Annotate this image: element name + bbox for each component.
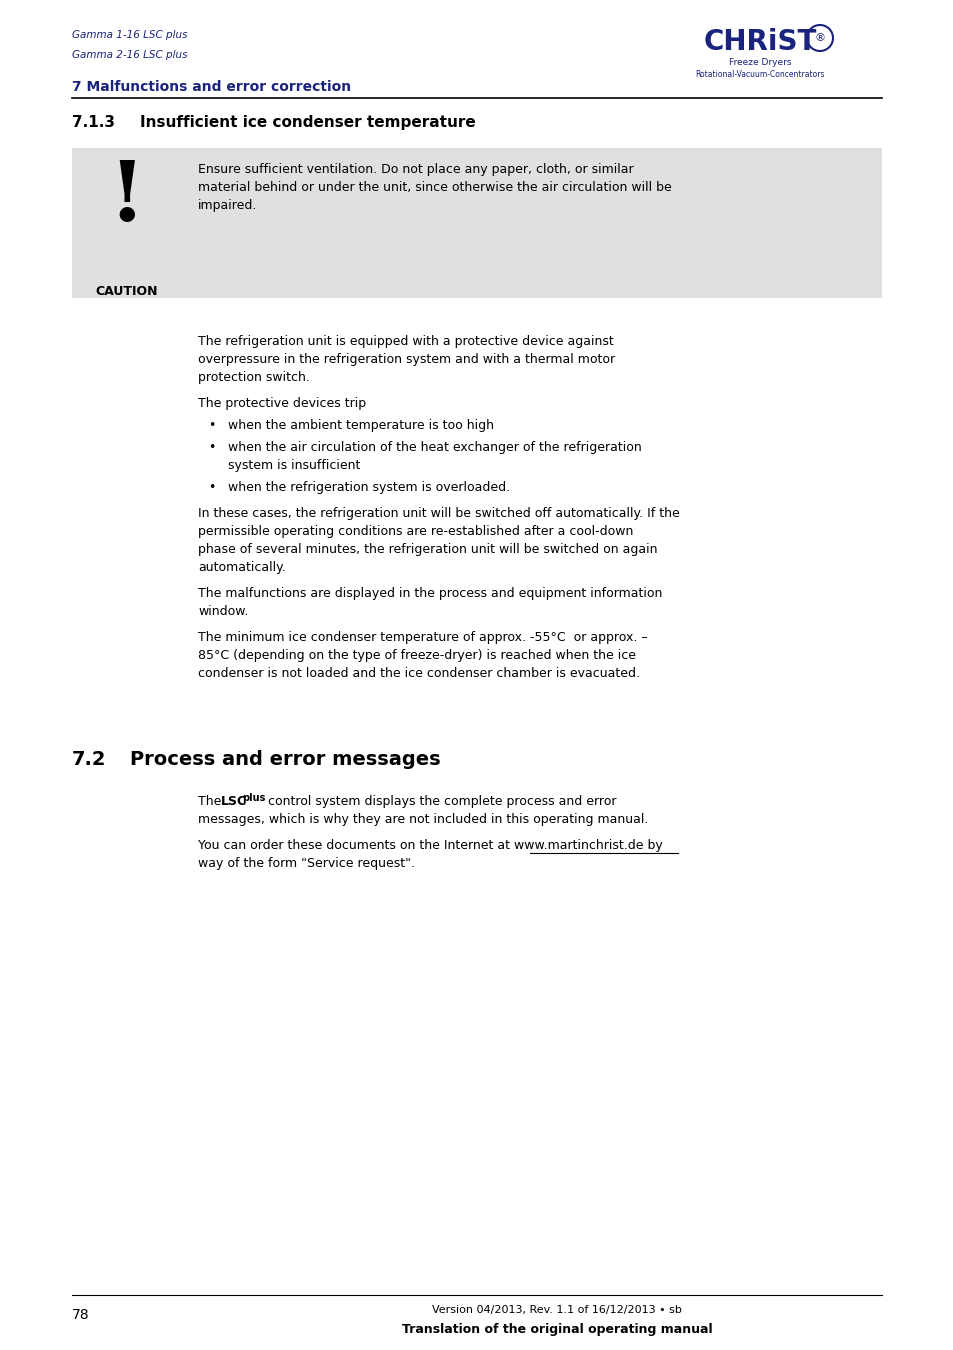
FancyBboxPatch shape	[71, 148, 882, 298]
Text: when the refrigeration system is overloaded.: when the refrigeration system is overloa…	[228, 481, 510, 494]
Text: Process and error messages: Process and error messages	[130, 751, 440, 769]
Text: The: The	[198, 795, 225, 809]
Text: In these cases, the refrigeration unit will be switched off automatically. If th: In these cases, the refrigeration unit w…	[198, 508, 679, 520]
Text: messages, which is why they are not included in this operating manual.: messages, which is why they are not incl…	[198, 813, 648, 826]
Text: control system displays the complete process and error: control system displays the complete pro…	[260, 795, 616, 809]
Text: window.: window.	[198, 605, 248, 618]
Text: automatically.: automatically.	[198, 562, 286, 574]
Text: 85°C (depending on the type of freeze-dryer) is reached when the ice: 85°C (depending on the type of freeze-dr…	[198, 649, 636, 662]
Text: •: •	[208, 441, 215, 454]
Text: 78: 78	[71, 1308, 90, 1322]
Text: •: •	[208, 481, 215, 494]
Text: overpressure in the refrigeration system and with a thermal motor: overpressure in the refrigeration system…	[198, 352, 615, 366]
Text: when the ambient temperature is too high: when the ambient temperature is too high	[228, 418, 494, 432]
Text: Freeze Dryers: Freeze Dryers	[728, 58, 790, 68]
Text: Gamma 1-16 LSC plus: Gamma 1-16 LSC plus	[71, 30, 188, 40]
Text: ®: ®	[814, 32, 824, 43]
Text: permissible operating conditions are re-established after a cool-down: permissible operating conditions are re-…	[198, 525, 633, 539]
Text: •: •	[208, 418, 215, 432]
Text: Translation of the original operating manual: Translation of the original operating ma…	[401, 1323, 712, 1336]
Text: condenser is not loaded and the ice condenser chamber is evacuated.: condenser is not loaded and the ice cond…	[198, 667, 639, 680]
Text: Insufficient ice condenser temperature: Insufficient ice condenser temperature	[140, 115, 476, 130]
Text: system is insufficient: system is insufficient	[228, 459, 360, 472]
Text: Rotational-Vacuum-Concentrators: Rotational-Vacuum-Concentrators	[695, 70, 824, 80]
Text: phase of several minutes, the refrigeration unit will be switched on again: phase of several minutes, the refrigerat…	[198, 543, 657, 556]
Text: plus: plus	[242, 792, 265, 803]
Text: Version 04/2013, Rev. 1.1 of 16/12/2013 • sb: Version 04/2013, Rev. 1.1 of 16/12/2013 …	[432, 1305, 681, 1315]
Text: CHRiST: CHRiST	[702, 28, 816, 55]
Text: You can order these documents on the Internet at www.martinchrist.de by: You can order these documents on the Int…	[198, 838, 662, 852]
Text: protection switch.: protection switch.	[198, 371, 310, 383]
Text: The protective devices trip: The protective devices trip	[198, 397, 366, 410]
Text: CAUTION: CAUTION	[95, 285, 158, 298]
Text: !: !	[109, 158, 145, 238]
Text: The minimum ice condenser temperature of approx. -55°C  or approx. –: The minimum ice condenser temperature of…	[198, 630, 647, 644]
Text: way of the form "Service request".: way of the form "Service request".	[198, 857, 415, 869]
Text: 7.2: 7.2	[71, 751, 107, 769]
Text: impaired.: impaired.	[198, 198, 257, 212]
Text: The malfunctions are displayed in the process and equipment information: The malfunctions are displayed in the pr…	[198, 587, 661, 599]
Text: 7.1.3: 7.1.3	[71, 115, 115, 130]
Text: LSC: LSC	[221, 795, 247, 809]
Text: Ensure sufficient ventilation. Do not place any paper, cloth, or similar: Ensure sufficient ventilation. Do not pl…	[198, 163, 633, 176]
Text: Gamma 2-16 LSC plus: Gamma 2-16 LSC plus	[71, 50, 188, 59]
Text: 7 Malfunctions and error correction: 7 Malfunctions and error correction	[71, 80, 351, 94]
Text: The refrigeration unit is equipped with a protective device against: The refrigeration unit is equipped with …	[198, 335, 613, 348]
Text: when the air circulation of the heat exchanger of the refrigeration: when the air circulation of the heat exc…	[228, 441, 641, 454]
Text: material behind or under the unit, since otherwise the air circulation will be: material behind or under the unit, since…	[198, 181, 671, 194]
